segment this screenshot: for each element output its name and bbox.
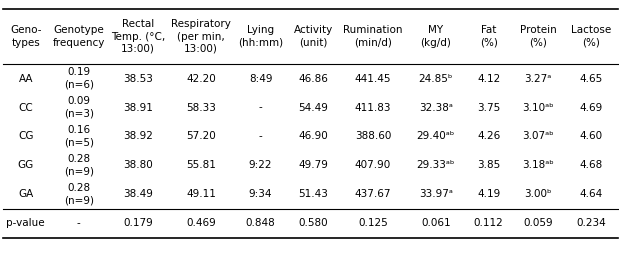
Text: 0.059: 0.059 — [524, 218, 553, 228]
Text: 0.125: 0.125 — [358, 218, 388, 228]
Text: 51.43: 51.43 — [298, 189, 328, 199]
Text: CG: CG — [18, 131, 33, 141]
Text: 0.848: 0.848 — [246, 218, 275, 228]
Text: Protein
(%): Protein (%) — [520, 25, 556, 48]
Text: GG: GG — [18, 160, 34, 170]
Text: 46.86: 46.86 — [298, 74, 328, 84]
Text: Lactose
(%): Lactose (%) — [571, 25, 612, 48]
Text: Genotype
frequency: Genotype frequency — [53, 25, 105, 48]
Text: -: - — [259, 103, 262, 113]
Text: 3.85: 3.85 — [477, 160, 500, 170]
Text: 3.75: 3.75 — [477, 103, 500, 113]
Text: 3.10ᵃᵇ: 3.10ᵃᵇ — [522, 103, 554, 113]
Text: 24.85ᵇ: 24.85ᵇ — [418, 74, 453, 84]
Text: 9:22: 9:22 — [249, 160, 272, 170]
Text: 0.234: 0.234 — [576, 218, 606, 228]
Text: 38.91: 38.91 — [123, 103, 153, 113]
Text: Geno-
types: Geno- types — [10, 25, 41, 48]
Text: p-value: p-value — [6, 218, 45, 228]
Text: Lying
(hh:mm): Lying (hh:mm) — [238, 25, 283, 48]
Text: Fat
(%): Fat (%) — [480, 25, 498, 48]
Text: 38.49: 38.49 — [123, 189, 153, 199]
Text: 3.18ᵃᵇ: 3.18ᵃᵇ — [522, 160, 554, 170]
Text: 4.64: 4.64 — [579, 189, 603, 199]
Text: -: - — [77, 218, 80, 228]
Text: 55.81: 55.81 — [186, 160, 216, 170]
Text: 0.061: 0.061 — [421, 218, 451, 228]
Text: 33.97ᵃ: 33.97ᵃ — [419, 189, 452, 199]
Text: 388.60: 388.60 — [355, 131, 391, 141]
Text: 4.65: 4.65 — [579, 74, 603, 84]
Text: Rectal
Temp. (°C,
13:00): Rectal Temp. (°C, 13:00) — [111, 19, 165, 54]
Text: 57.20: 57.20 — [186, 131, 216, 141]
Text: 4.12: 4.12 — [477, 74, 500, 84]
Text: 411.83: 411.83 — [355, 103, 391, 113]
Text: 0.28
(n=9): 0.28 (n=9) — [64, 154, 93, 177]
Text: 441.45: 441.45 — [355, 74, 391, 84]
Text: 0.179: 0.179 — [123, 218, 153, 228]
Text: 4.69: 4.69 — [579, 103, 603, 113]
Text: Rumination
(min/d): Rumination (min/d) — [343, 25, 403, 48]
Text: 0.112: 0.112 — [474, 218, 503, 228]
Text: 46.90: 46.90 — [298, 131, 328, 141]
Text: GA: GA — [18, 189, 33, 199]
Text: 38.80: 38.80 — [123, 160, 153, 170]
Text: 4.60: 4.60 — [579, 131, 603, 141]
Text: MY
(kg/d): MY (kg/d) — [420, 25, 451, 48]
Text: 49.11: 49.11 — [186, 189, 216, 199]
Text: 38.53: 38.53 — [123, 74, 153, 84]
Text: 4.68: 4.68 — [579, 160, 603, 170]
Text: -: - — [259, 131, 262, 141]
Text: 0.580: 0.580 — [298, 218, 328, 228]
Text: 0.16
(n=5): 0.16 (n=5) — [64, 125, 93, 148]
Text: CC: CC — [19, 103, 33, 113]
Text: 0.28
(n=9): 0.28 (n=9) — [64, 183, 93, 205]
Text: 0.19
(n=6): 0.19 (n=6) — [64, 68, 93, 90]
Text: 9:34: 9:34 — [249, 189, 272, 199]
Text: 407.90: 407.90 — [355, 160, 391, 170]
Text: 3.07ᵃᵇ: 3.07ᵃᵇ — [522, 131, 554, 141]
Text: 3.27ᵃ: 3.27ᵃ — [525, 74, 552, 84]
Text: 54.49: 54.49 — [298, 103, 328, 113]
Text: 38.92: 38.92 — [123, 131, 153, 141]
Text: 8:49: 8:49 — [249, 74, 272, 84]
Text: Respiratory
(per min,
13:00): Respiratory (per min, 13:00) — [171, 19, 231, 54]
Text: 42.20: 42.20 — [186, 74, 216, 84]
Text: 32.38ᵃ: 32.38ᵃ — [419, 103, 452, 113]
Text: 3.00ᵇ: 3.00ᵇ — [524, 189, 552, 199]
Text: 437.67: 437.67 — [355, 189, 391, 199]
Text: 4.19: 4.19 — [477, 189, 500, 199]
Text: 4.26: 4.26 — [477, 131, 500, 141]
Text: 29.40ᵃᵇ: 29.40ᵃᵇ — [417, 131, 455, 141]
Text: AA: AA — [19, 74, 33, 84]
Text: 0.09
(n=3): 0.09 (n=3) — [64, 96, 93, 119]
Text: 29.33ᵃᵇ: 29.33ᵃᵇ — [417, 160, 455, 170]
Text: 49.79: 49.79 — [298, 160, 328, 170]
Text: 58.33: 58.33 — [186, 103, 216, 113]
Text: Activity
(unit): Activity (unit) — [294, 25, 333, 48]
Text: 0.469: 0.469 — [186, 218, 216, 228]
